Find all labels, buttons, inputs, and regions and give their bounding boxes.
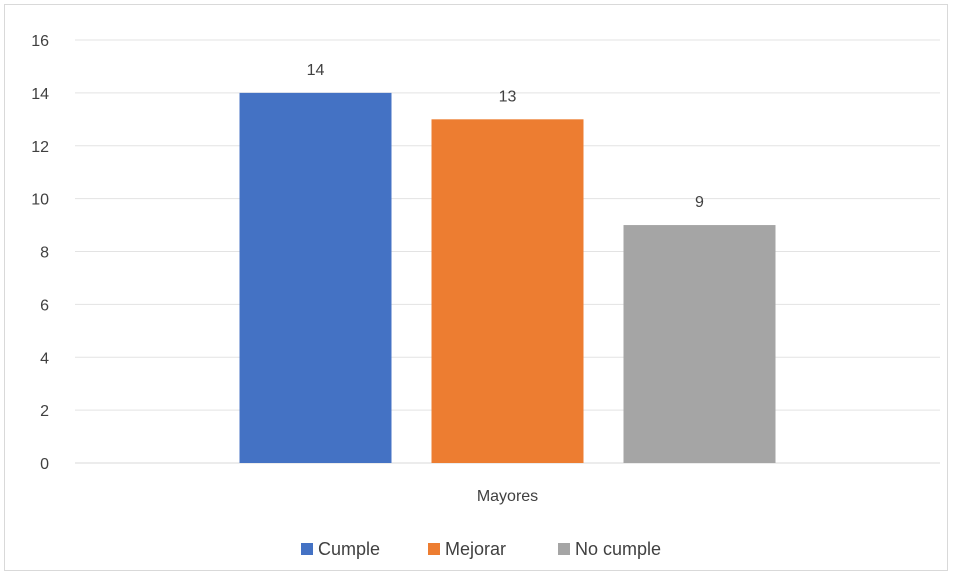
y-tick-label: 12 <box>31 139 49 156</box>
x-axis: Mayores <box>477 488 538 505</box>
legend-label-mejorar: Mejorar <box>445 539 506 559</box>
data-label-no-cumple: 9 <box>695 194 704 211</box>
legend-label-cumple: Cumple <box>318 539 380 559</box>
y-axis: 0 2 4 6 8 10 12 14 16 <box>31 33 49 473</box>
y-tick-label: 2 <box>40 403 49 420</box>
legend-swatch-cumple <box>301 543 313 555</box>
y-tick-label: 0 <box>40 456 49 473</box>
bar-chart: 0 2 4 6 8 10 12 14 16 14 13 9 Mayores Cumple Mejora… <box>31 33 940 559</box>
legend: Cumple Mejorar No cumple <box>301 539 661 559</box>
y-tick-label: 8 <box>40 245 49 262</box>
y-tick-label: 10 <box>31 192 49 209</box>
x-category-label: Mayores <box>477 488 538 505</box>
bar-no-cumple <box>623 225 776 463</box>
y-tick-label: 4 <box>40 350 49 367</box>
y-tick-label: 16 <box>31 33 49 50</box>
data-label-mejorar: 13 <box>499 88 517 105</box>
y-tick-label: 6 <box>40 297 49 314</box>
bar-cumple <box>239 92 392 463</box>
legend-swatch-no-cumple <box>558 543 570 555</box>
legend-label-no-cumple: No cumple <box>575 539 661 559</box>
chart-frame: 0 2 4 6 8 10 12 14 16 14 13 9 Mayores Cumple Mejora… <box>4 4 948 571</box>
y-tick-label: 14 <box>31 86 49 103</box>
bar-mejorar <box>431 119 584 463</box>
data-label-cumple: 14 <box>307 62 325 79</box>
bars <box>239 92 776 463</box>
legend-swatch-mejorar <box>428 543 440 555</box>
data-labels: 14 13 9 <box>307 62 704 211</box>
